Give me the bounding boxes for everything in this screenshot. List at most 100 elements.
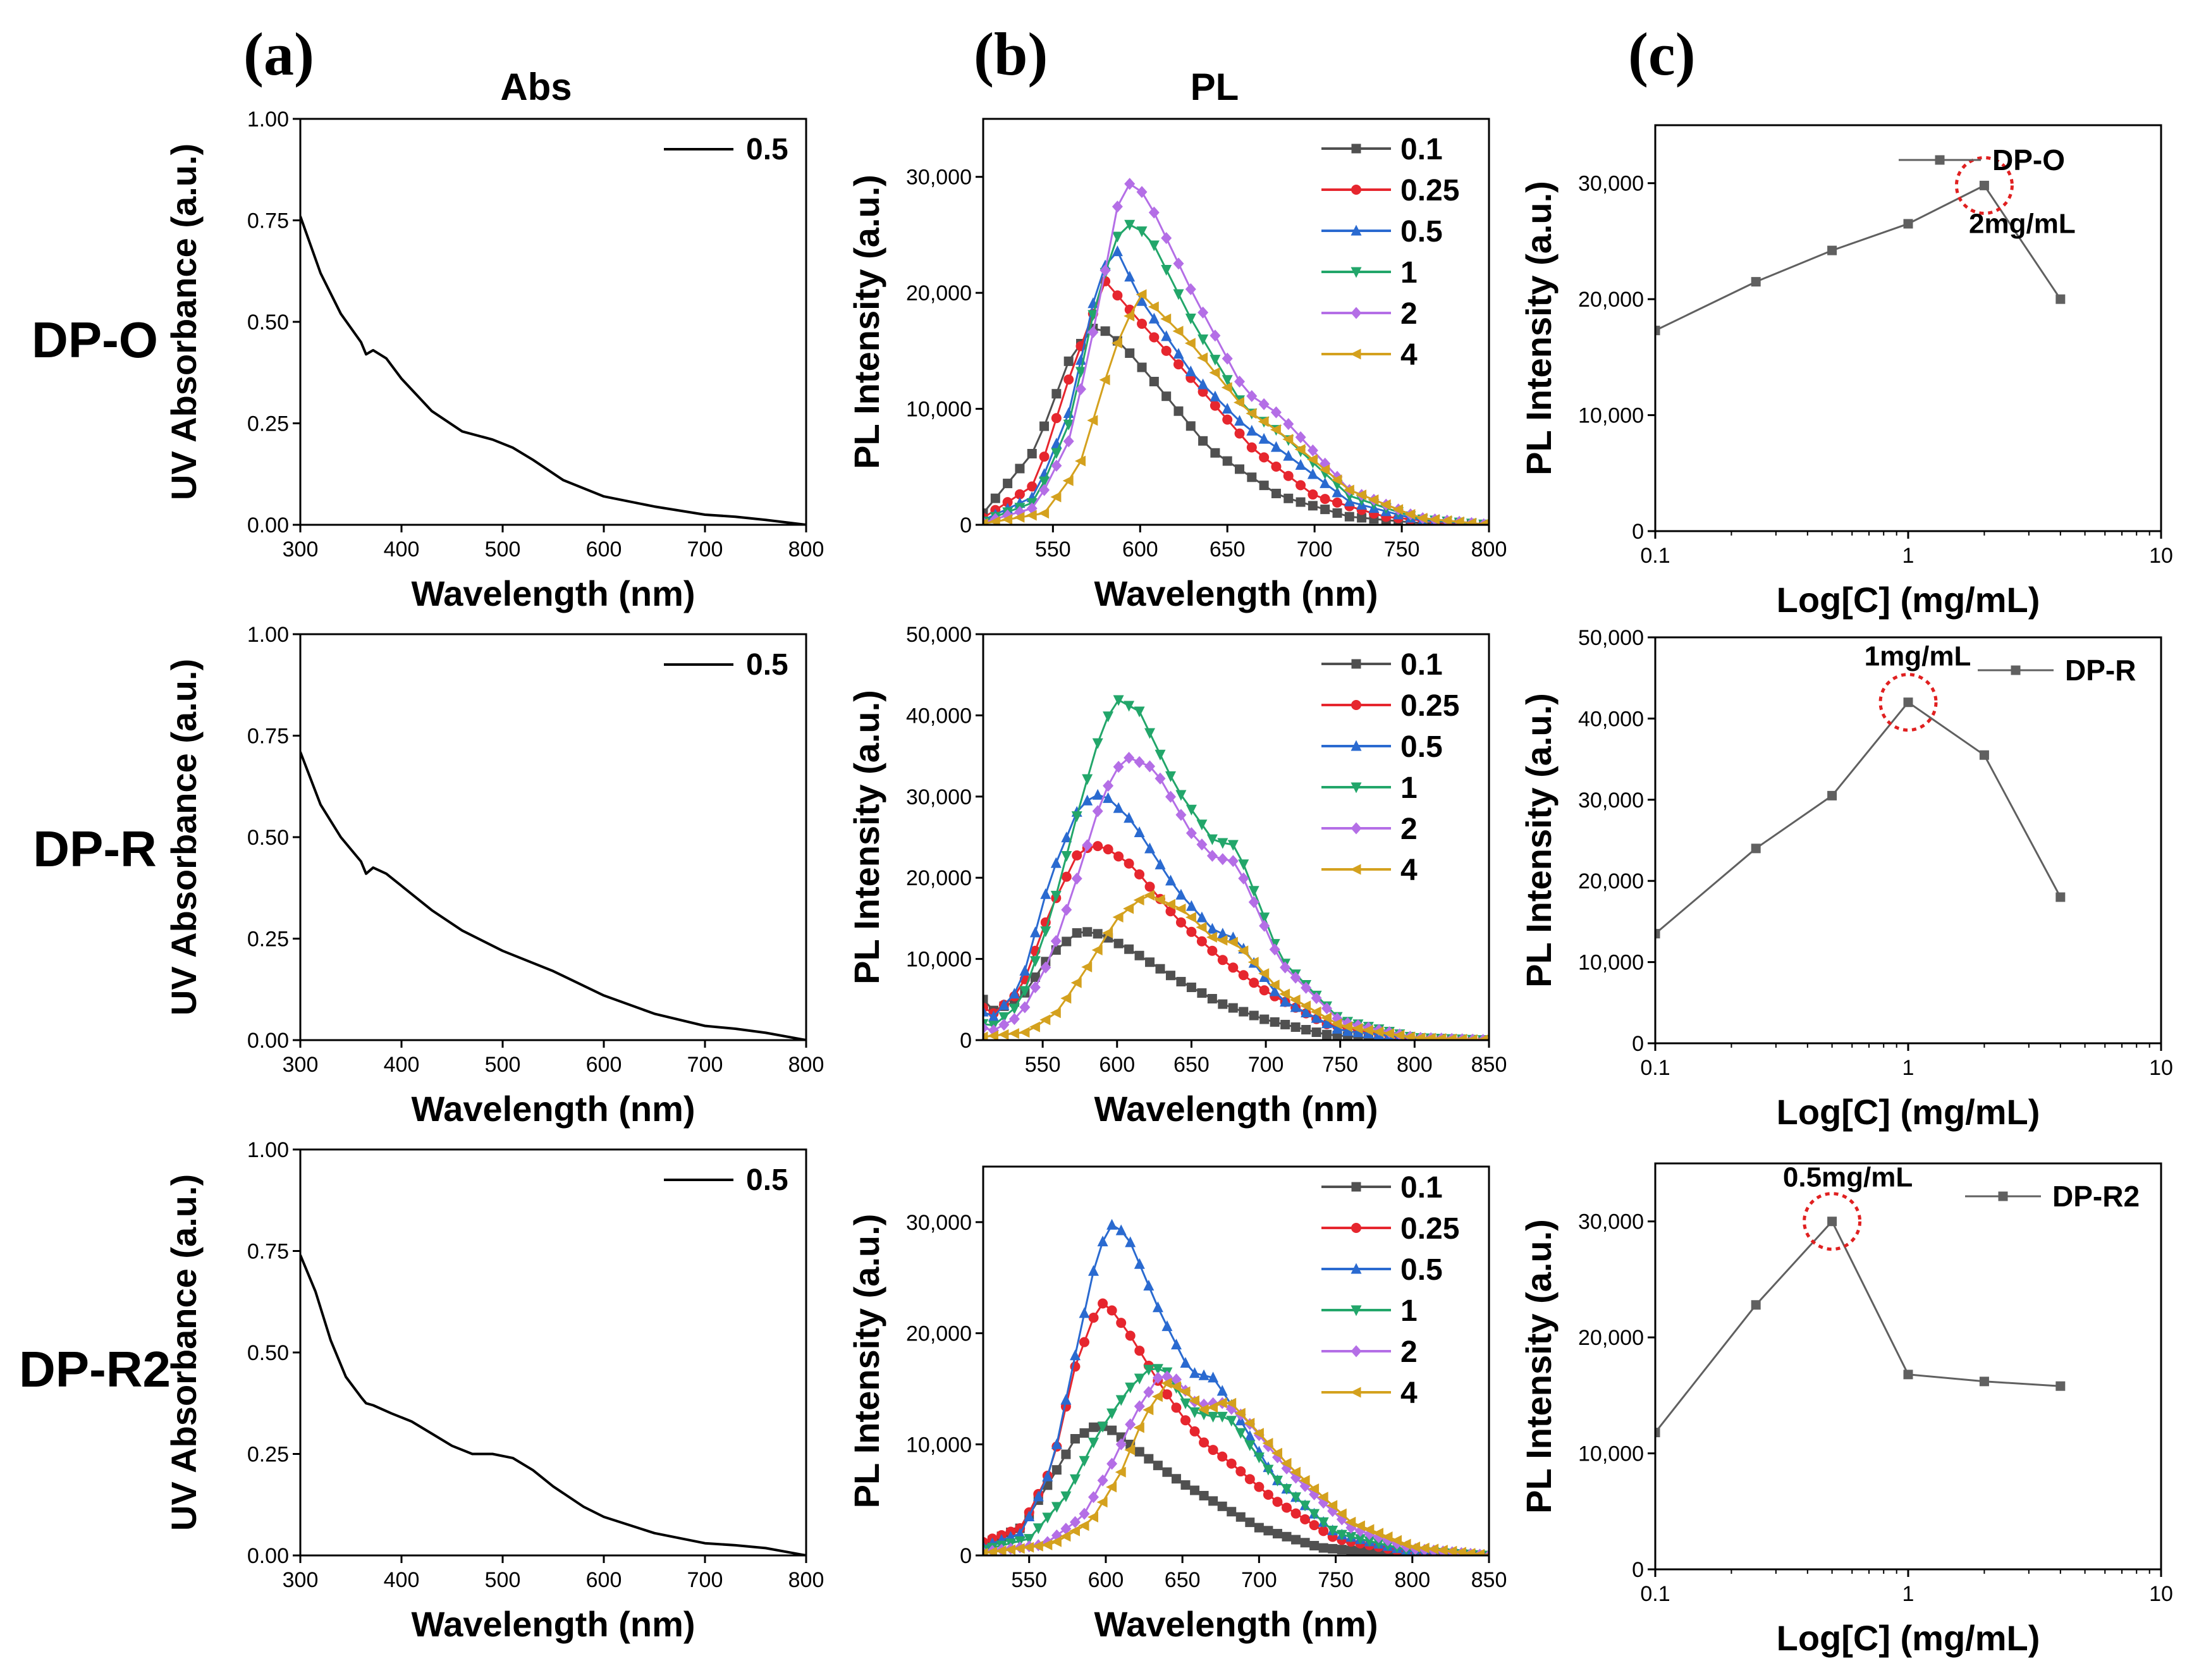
data-point-1-11	[1112, 231, 1123, 243]
legend: 0.1 0.25 0.5 1 2 4	[1321, 1171, 1459, 1410]
data-point-0.25-31	[1263, 1489, 1273, 1500]
x-tick-label: 750	[1322, 1053, 1358, 1077]
data-point-2-3	[1008, 1013, 1020, 1026]
data-point-2-13	[1113, 761, 1124, 773]
legend-marker-0.5	[1351, 224, 1362, 236]
y-axis-label: PL Intensity (a.u.)	[1519, 1219, 1559, 1514]
data-point-4-47	[1409, 1542, 1421, 1552]
x-axis-label: Log[C] (mg/mL)	[1777, 1092, 2040, 1132]
x-tick-label: 0.1	[1640, 1056, 1670, 1080]
data-point-0.1-24	[1271, 488, 1281, 498]
data-point-4-41	[1354, 1520, 1365, 1531]
data-point-DP-O-5	[2055, 294, 2066, 304]
data-point-0.5-19	[1210, 390, 1221, 402]
data-point-0.25-26	[1217, 1451, 1228, 1462]
data-point-0.5-15	[1134, 826, 1145, 837]
data-point-2-26	[1295, 431, 1306, 443]
data-point-4-8	[1060, 993, 1072, 1004]
data-point-0.5-12	[1124, 271, 1136, 282]
data-point-DP-O-0	[1655, 326, 1660, 336]
x-tick-label: 700	[687, 1053, 723, 1077]
x-axis-label: Wavelength (nm)	[411, 1604, 695, 1644]
data-point-2-12	[1088, 1491, 1099, 1504]
data-point-2-23	[1258, 398, 1270, 410]
data-point-0.1-20	[1186, 983, 1196, 993]
legend-label-0.5: 0.5	[1400, 215, 1443, 248]
data-point-DP-R2-4	[1979, 1376, 1989, 1387]
data-point-0.1-9	[1072, 928, 1082, 938]
data-point-0.5-13	[1136, 295, 1148, 306]
data-point-0.5-16	[1173, 348, 1184, 359]
chart-pl-dpr: 550 600 650 700 750 800 850 0 10,000 20,000 30,000…	[847, 623, 1507, 1129]
data-point-4-47	[1466, 1034, 1478, 1040]
data-point-1-27	[1259, 912, 1270, 924]
data-point-2-19	[1175, 809, 1187, 821]
data-point-4-18	[1197, 352, 1208, 364]
data-point-0.5-33	[1321, 1017, 1332, 1029]
data-point-4-50	[1437, 1545, 1448, 1555]
data-point-0.5-8	[1051, 1438, 1062, 1449]
data-point-0.1-22	[1247, 472, 1257, 482]
chart-abs-dpr2: 300 400 500 600 700 800 0.00 0.25 0.50 0.75 1.00 Wa…	[164, 1138, 824, 1644]
data-point-4-46	[1400, 1538, 1411, 1550]
data-point-4-28	[1319, 464, 1330, 475]
data-point-1-14	[1124, 701, 1135, 712]
data-point-0.1-19	[1176, 977, 1186, 987]
x-axis-label: Log[C] (mg/mL)	[1777, 580, 2040, 620]
data-point-4-21	[1170, 1381, 1181, 1392]
data-point-0.5-29	[1332, 486, 1343, 498]
data-point-0.5-22	[1206, 923, 1218, 934]
data-point-4-10	[1069, 1525, 1080, 1536]
y-tick-label: 1.00	[247, 623, 289, 647]
data-point-1-26	[1248, 886, 1259, 897]
data-point-4-24	[1227, 936, 1238, 948]
data-point-4-14	[1106, 1481, 1117, 1493]
data-point-2-17	[1134, 1400, 1145, 1413]
data-point-0.25-8	[1061, 871, 1072, 882]
legend-label-2: 2	[1400, 1335, 1418, 1369]
data-point-4-17	[1133, 1422, 1144, 1433]
data-point-1-17	[1185, 314, 1196, 324]
data-point-0.5-6	[1040, 888, 1051, 899]
y-tick-label: 40,000	[1578, 707, 1644, 731]
chart-pl-dpo: 550 600 650 700 750 800 0 10,000 20,000 30,000 Wav…	[847, 118, 1507, 613]
data-point-1-16	[1125, 1382, 1136, 1394]
legend-marker-0.1	[1351, 1182, 1361, 1192]
data-point-1-34	[1290, 1492, 1301, 1504]
y-tick-label: 0	[960, 513, 972, 537]
data-point-1-38	[1327, 1526, 1339, 1536]
y-tick-label: 10,000	[1578, 951, 1644, 975]
data-point-0.1-21	[1235, 464, 1245, 474]
data-point-4-17	[1154, 894, 1165, 905]
data-point-0.1-21	[1197, 988, 1207, 998]
x-axis-label: Wavelength (nm)	[411, 573, 695, 613]
data-point-0.1-18	[1165, 971, 1175, 981]
x-tick-label: 800	[1397, 1053, 1433, 1077]
data-point-0.5-14	[1106, 1218, 1118, 1230]
data-point-4-17	[1184, 338, 1196, 349]
y-tick-label: 30,000	[906, 785, 972, 809]
data-point-0.25-21	[1234, 428, 1245, 439]
legend-marker-0.1	[1351, 659, 1361, 669]
data-point-0.25-19	[1175, 917, 1186, 928]
data-point-0.5-16	[1144, 842, 1155, 854]
data-point-0.5-5	[1029, 926, 1041, 938]
data-point-0.5-30	[1290, 1001, 1301, 1012]
data-point-1-13	[1136, 226, 1148, 238]
data-point-2-27	[1307, 444, 1318, 457]
data-point-0.5-17	[1155, 858, 1166, 869]
data-point-4-26	[1294, 444, 1306, 455]
data-point-0.5-27	[1307, 468, 1318, 479]
legend-marker-DP-R2	[1998, 1191, 2008, 1201]
series-line-DP-O	[1655, 184, 2062, 332]
legend-marker-0.1	[1351, 144, 1361, 154]
data-point-4-34	[1392, 504, 1404, 515]
data-point-4-22	[1206, 931, 1217, 943]
legend-label-0.1: 0.1	[1400, 1171, 1443, 1205]
data-point-0.25-25	[1238, 970, 1249, 981]
data-point-0.1-4	[1027, 448, 1037, 458]
data-point-0.1-17	[1134, 1447, 1144, 1457]
x-tick-label: 500	[485, 537, 521, 561]
x-tick-label: 750	[1384, 537, 1420, 561]
x-tick-label: 700	[687, 537, 723, 561]
